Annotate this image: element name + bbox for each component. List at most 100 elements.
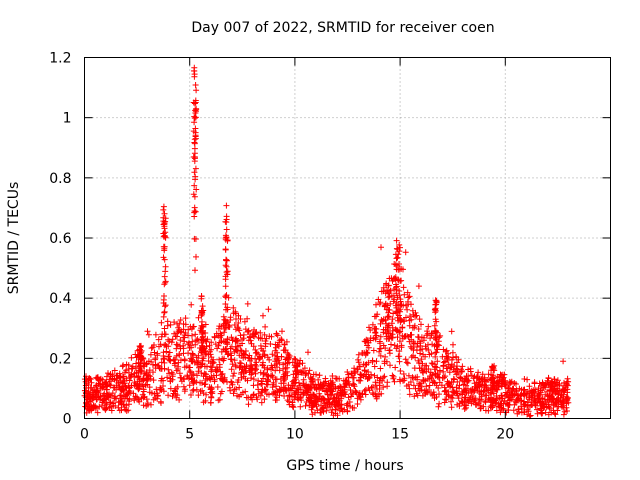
data-point: [161, 355, 168, 362]
data-point: [241, 364, 248, 371]
data-point: [551, 410, 558, 417]
data-point: [279, 328, 285, 335]
data-point: [143, 361, 150, 368]
y-tick-label: 1: [63, 111, 72, 127]
data-point: [397, 302, 404, 309]
data-point: [429, 379, 436, 386]
data-point: [361, 387, 368, 394]
data-point: [152, 331, 159, 338]
data-point: [169, 393, 176, 400]
data-point: [404, 306, 411, 313]
data-point: [236, 393, 243, 400]
data-point: [382, 302, 389, 309]
data-point: [481, 387, 488, 394]
data-point: [459, 363, 466, 370]
data-point: [372, 336, 379, 343]
data-point: [351, 405, 358, 411]
data-point: [160, 233, 167, 240]
data-point: [348, 393, 354, 400]
data-point: [245, 401, 252, 408]
data-point: [364, 337, 371, 344]
data-point: [475, 369, 482, 376]
data-point: [189, 387, 196, 394]
data-point: [177, 317, 184, 323]
data-point: [250, 376, 257, 383]
data-point: [222, 301, 229, 307]
data-point: [146, 389, 153, 396]
data-point: [126, 388, 133, 395]
data-point: [297, 403, 304, 410]
data-point: [190, 191, 197, 198]
data-point: [234, 324, 241, 331]
y-tick-label: 0.6: [49, 231, 71, 247]
data-point: [174, 329, 181, 336]
y-tick-label: 0: [63, 412, 72, 428]
data-point: [384, 379, 391, 386]
data-point: [191, 67, 198, 74]
data-point: [160, 203, 167, 210]
data-point: [429, 392, 436, 399]
data-point: [87, 384, 94, 391]
data-point: [477, 405, 484, 412]
data-point: [102, 406, 109, 412]
data-point: [137, 356, 144, 363]
data-point: [260, 312, 266, 319]
data-point: [192, 165, 199, 172]
data-point: [488, 371, 495, 378]
data-point: [344, 407, 351, 414]
data-point: [259, 353, 266, 360]
data-point: [224, 304, 231, 311]
data-point: [475, 382, 482, 388]
data-point: [356, 390, 363, 396]
data-point: [384, 314, 391, 321]
data-point: [253, 329, 260, 336]
data-point: [444, 357, 451, 364]
data-point: [448, 362, 455, 369]
data-point: [425, 323, 432, 330]
data-point: [169, 373, 176, 380]
data-point: [190, 99, 197, 106]
data-point: [414, 392, 421, 399]
data-point: [355, 351, 362, 358]
data-point: [387, 362, 393, 369]
data-point: [409, 374, 416, 381]
data-point: [462, 394, 469, 401]
data-point: [156, 386, 163, 393]
data-point: [113, 386, 120, 393]
data-point: [374, 386, 380, 392]
data-point: [411, 365, 418, 372]
data-point: [176, 370, 183, 377]
data-point: [480, 388, 487, 395]
data-point: [428, 360, 435, 367]
data-point: [401, 333, 408, 340]
data-point: [504, 390, 511, 396]
data-point: [272, 367, 279, 374]
data-point: [302, 372, 309, 379]
data-point: [444, 365, 451, 372]
data-point: [373, 395, 380, 402]
data-point: [182, 315, 189, 322]
data-point: [432, 349, 439, 356]
data-point: [188, 358, 195, 365]
data-point: [275, 357, 282, 364]
data-point: [273, 376, 280, 383]
data-point: [523, 393, 530, 399]
data-point: [161, 308, 168, 315]
data-point: [151, 349, 158, 356]
data-point: [527, 412, 534, 419]
data-point: [358, 372, 365, 379]
data-point: [222, 317, 229, 324]
data-point: [505, 384, 512, 391]
data-point: [166, 338, 173, 345]
data-point: [161, 210, 168, 217]
data-point: [505, 401, 512, 408]
data-point: [268, 333, 275, 340]
data-point: [207, 363, 214, 370]
data-point: [125, 398, 132, 405]
data-point: [272, 397, 279, 404]
data-point: [407, 343, 414, 350]
data-point: [278, 337, 285, 344]
data-point: [412, 385, 419, 392]
data-point: [361, 367, 368, 374]
data-point: [337, 387, 344, 394]
